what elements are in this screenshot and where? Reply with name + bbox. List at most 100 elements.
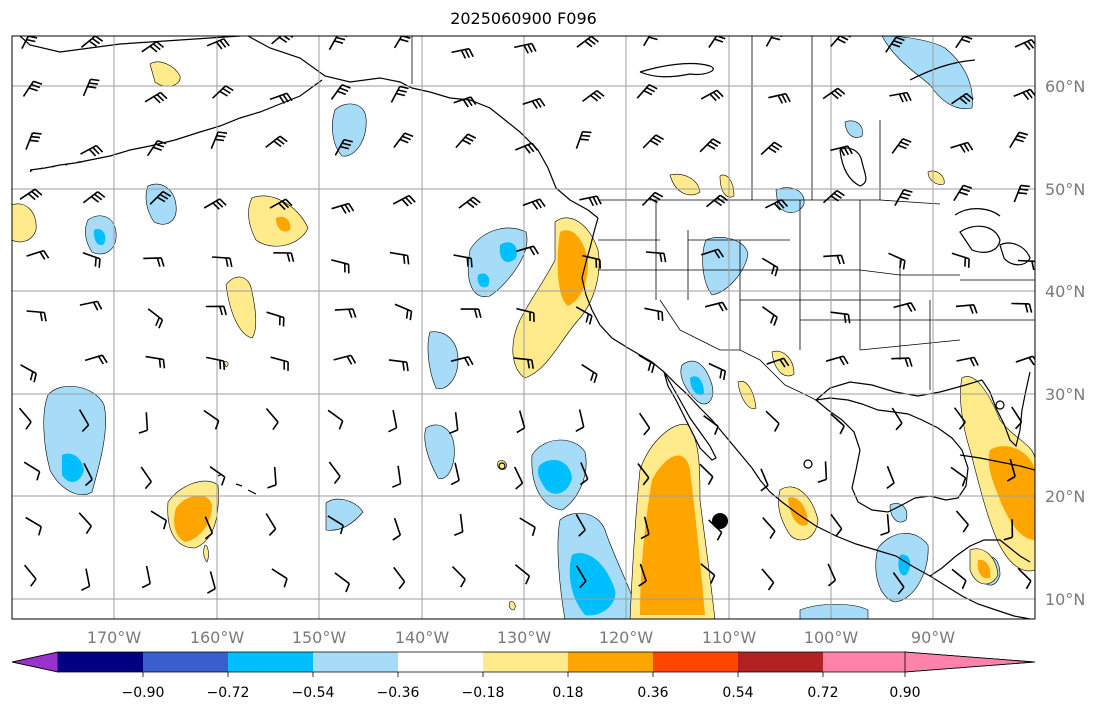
wind-barb [700, 563, 716, 584]
wind-barb [266, 311, 285, 327]
wind-barb [393, 566, 406, 590]
pos-region [223, 361, 229, 368]
wind-barb [889, 91, 912, 103]
wind-barb [78, 409, 90, 433]
wind-barb [18, 407, 32, 430]
wind-barb [138, 412, 149, 434]
wind-barb [19, 188, 43, 201]
wind-barb [392, 194, 416, 207]
wind-barb [516, 245, 539, 256]
colorbar-bin [738, 652, 823, 672]
wind-barb [582, 254, 601, 269]
wind-barb [1013, 184, 1030, 203]
wind-barb [636, 83, 658, 99]
wind-barb [822, 87, 846, 100]
wind-barb [644, 307, 664, 321]
wind-barb [708, 362, 727, 381]
wind-barb [825, 355, 849, 366]
lat-label: 40°N [1045, 282, 1085, 301]
lon-label: 170°W [87, 628, 142, 647]
wind-barb [392, 517, 402, 541]
lon-label: 110°W [702, 628, 757, 647]
pos-core [557, 230, 588, 306]
wind-barb [23, 461, 41, 481]
wind-barb [891, 407, 903, 431]
wind-barb [581, 363, 598, 384]
colorbar-over [904, 651, 1036, 673]
wind-barb [827, 563, 837, 587]
wind-barb [26, 310, 47, 322]
neg-region [424, 424, 455, 479]
wind-barb [576, 565, 587, 589]
wind-barb [328, 36, 347, 51]
wind-barb [265, 135, 288, 148]
colorbar-under [11, 651, 59, 673]
wind-barb [830, 145, 853, 157]
wind-barb [513, 357, 534, 369]
wind-barb [637, 463, 650, 486]
wind-barb [327, 515, 344, 535]
pos-region [149, 61, 181, 87]
wind-barb [388, 359, 409, 372]
wind-barb [640, 516, 650, 540]
wind-barb [514, 42, 537, 54]
wind-barb [460, 308, 482, 319]
wind-barb [1011, 406, 1023, 430]
wind-barb [830, 413, 845, 435]
wind-barb [643, 36, 660, 47]
wind-barb [265, 513, 277, 536]
wind-barb [331, 259, 350, 274]
pos-region [12, 203, 37, 243]
wind-barb [703, 415, 719, 435]
wind-barb [1011, 302, 1033, 313]
wind-barb [393, 132, 414, 148]
wind-barb [516, 410, 526, 434]
wind-barb [144, 91, 168, 104]
lon-label: 130°W [497, 628, 552, 647]
wind-barb [953, 407, 966, 430]
wind-barb [638, 412, 651, 436]
wind-barb [955, 36, 975, 49]
wind-barb [271, 568, 288, 588]
colorbar-tick-label: 0.18 [552, 685, 583, 701]
wind-barb [582, 89, 605, 103]
wind-barb [267, 466, 277, 489]
wind-barb [79, 300, 103, 311]
wind-barb [78, 512, 92, 535]
wind-barb [817, 461, 828, 483]
wind-barb [25, 132, 42, 150]
colorbar-tick-label: −0.36 [377, 685, 420, 701]
wind-barb [83, 463, 93, 487]
wind-barb [140, 466, 152, 490]
neg-region [427, 331, 459, 390]
pos-core [640, 455, 705, 615]
wind-barb [1017, 259, 1035, 271]
wind-barb [81, 568, 91, 591]
wind-barb [514, 564, 531, 585]
wind-barb [388, 409, 398, 433]
wind-barb [26, 249, 50, 260]
wind-barb [638, 354, 655, 374]
colorbar-tick-label: 0.90 [889, 685, 920, 701]
neg-core [690, 376, 704, 396]
wind-barb [700, 89, 724, 102]
wind-barb [760, 141, 783, 156]
wind-barb [273, 252, 295, 262]
wind-barb [205, 356, 226, 370]
wind-barb [1017, 567, 1032, 590]
graticule [12, 36, 1035, 619]
wind-barb [1003, 519, 1014, 541]
wind-barb [334, 572, 351, 593]
wind-barb [830, 311, 851, 324]
coastlines [19, 36, 1035, 619]
lon-label: 120°W [599, 628, 654, 647]
colorbar-tick-label: −0.72 [207, 685, 250, 701]
wind-barb [80, 36, 104, 49]
wind-barb [210, 131, 228, 150]
wind-barb [212, 85, 234, 99]
wind-barb [389, 251, 410, 265]
colorbar-tick-label: −0.90 [122, 685, 165, 701]
wind-barb [951, 92, 974, 105]
wind-barb [25, 516, 42, 536]
